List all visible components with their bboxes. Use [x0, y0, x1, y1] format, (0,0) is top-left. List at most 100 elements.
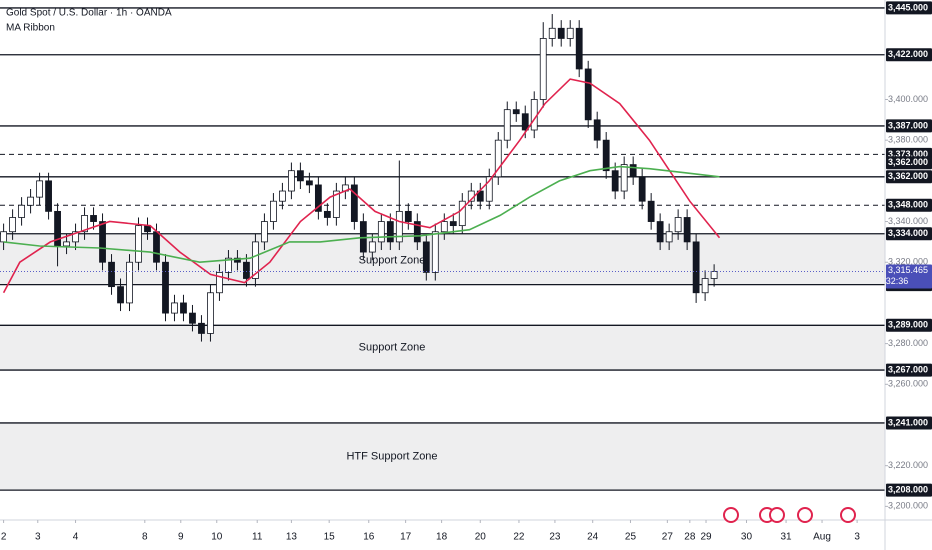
candle-body — [279, 190, 286, 202]
candle-body — [710, 271, 718, 279]
zone-label: HTF Support Zone — [346, 450, 437, 462]
candle-body — [620, 164, 628, 192]
candle-body — [332, 190, 340, 218]
candle-body — [458, 200, 466, 227]
candle-body — [413, 221, 421, 243]
candle-body — [422, 241, 430, 273]
x-tick-label: 23 — [549, 532, 561, 543]
x-tick-label: 25 — [625, 532, 637, 543]
candle-body — [440, 221, 448, 233]
candle-body — [144, 225, 151, 233]
level-label-text: 3,362.000 — [888, 171, 928, 181]
x-tick-label: 9 — [178, 532, 184, 543]
event-icons — [723, 507, 856, 523]
candle-body — [503, 109, 511, 141]
candle-body — [395, 210, 403, 243]
candle-body — [9, 217, 16, 233]
candle-body — [701, 278, 709, 294]
chart-title: Gold Spot / U.S. Dollar · 1h · OANDA — [6, 8, 172, 19]
x-tick-label: 16 — [363, 532, 375, 543]
y-tick-label: 3,200.000 — [888, 501, 928, 511]
candle-body — [512, 109, 520, 115]
indicator-name: MA Ribbon — [6, 23, 55, 34]
level-label-text: 3,289.000 — [888, 320, 928, 330]
level-label-text: 3,208.000 — [888, 484, 928, 494]
level-label-text: 3,241.000 — [888, 417, 928, 427]
level-label-text: 3,373.000 — [888, 149, 928, 159]
candle-body — [692, 241, 700, 294]
x-tick-label: 11 — [252, 532, 263, 543]
candle-body — [36, 180, 43, 198]
y-tick-label: 3,260.000 — [888, 379, 928, 389]
x-tick-label: 27 — [662, 532, 674, 543]
x-tick-label: 24 — [587, 532, 599, 543]
candle-body — [584, 68, 592, 121]
candle-body — [99, 221, 106, 263]
candle-body — [153, 231, 160, 263]
moving-average — [2, 78, 721, 294]
candle-body — [0, 231, 7, 243]
x-tick-label: Aug — [813, 532, 831, 543]
event-icon[interactable] — [797, 507, 813, 523]
candle-body — [449, 221, 457, 227]
ma-label-text: 3,362.000 — [888, 157, 928, 167]
candle-body — [350, 184, 358, 222]
candle-body — [647, 200, 655, 222]
event-icon[interactable] — [769, 507, 785, 523]
x-tick-label: 28 — [684, 532, 696, 543]
support-zone — [0, 325, 885, 371]
current-price-text: 3,315.465 — [888, 265, 928, 275]
level-label-text: 3,422.000 — [888, 49, 928, 59]
x-tick-label: 29 — [700, 532, 712, 543]
candle-body — [530, 99, 538, 131]
candle-body — [377, 221, 385, 243]
y-tick-label: 3,380.000 — [888, 135, 928, 145]
x-tick-label: 31 — [781, 532, 793, 543]
candle-body — [674, 217, 682, 233]
x-tick-label: 20 — [475, 532, 487, 543]
candle-body — [63, 241, 70, 247]
candle-body — [216, 272, 223, 294]
candle-body — [296, 170, 304, 182]
candle-body — [638, 176, 646, 202]
candle-body — [243, 261, 250, 279]
candle-body — [135, 225, 142, 263]
candle-body — [566, 27, 574, 39]
candle-body — [629, 164, 637, 178]
level-label — [886, 1, 932, 15]
x-tick-label: 3 — [35, 532, 41, 543]
ma-label — [886, 156, 932, 170]
x-tick-label: 13 — [286, 532, 298, 543]
candle-body — [602, 139, 610, 172]
candle-body — [575, 27, 583, 70]
level-label — [886, 416, 932, 430]
y-tick-label: 3,400.000 — [888, 94, 928, 104]
x-tick-label: 18 — [436, 532, 448, 543]
candle-body — [72, 231, 79, 243]
candle-body — [494, 139, 502, 178]
candle-body — [548, 27, 556, 39]
level-label-text: 3,348.000 — [888, 200, 928, 210]
zone-label: Support Zone — [359, 342, 426, 354]
candle-body — [359, 221, 367, 253]
level-label — [886, 48, 932, 62]
candle-body — [90, 215, 97, 222]
candle-body — [314, 184, 322, 212]
x-tick-label: 8 — [142, 532, 148, 543]
level-label — [886, 170, 932, 184]
candle-body — [252, 241, 259, 279]
event-icon[interactable] — [723, 507, 739, 523]
event-icon[interactable] — [840, 507, 856, 523]
plot-area: Support Zone Support Zone HTF Support Zone — [0, 7, 885, 491]
level-label-text: 3,334.000 — [888, 228, 928, 238]
candle-body — [431, 231, 439, 273]
x-tick-label: 3 — [854, 532, 860, 543]
moving-average — [3, 165, 720, 264]
candle-body — [683, 217, 691, 243]
current-price-box — [886, 264, 932, 289]
candle-body — [117, 286, 124, 304]
candle-body — [288, 170, 295, 192]
candle-body — [225, 257, 232, 273]
candle-body — [323, 210, 331, 218]
